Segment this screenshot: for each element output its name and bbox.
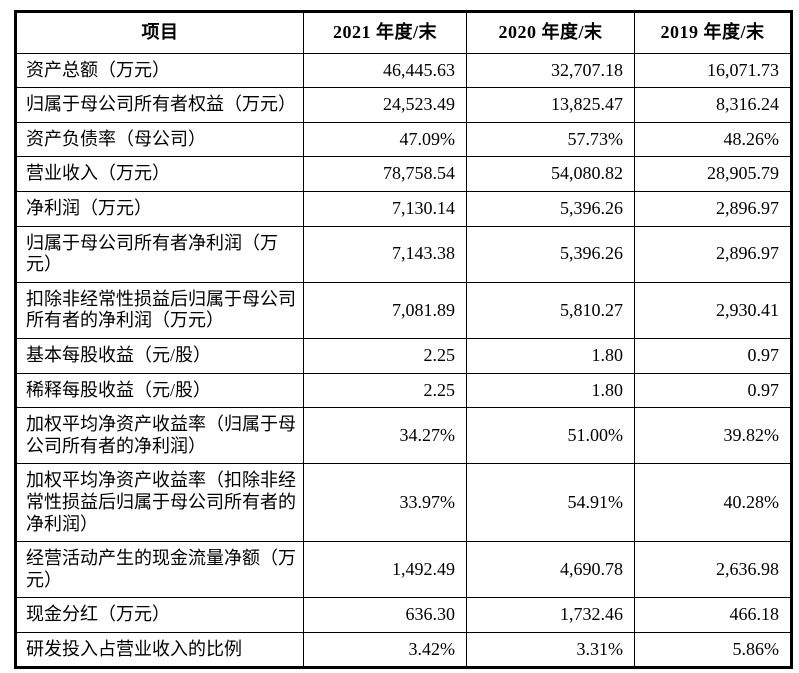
row-label: 基本每股收益（元/股） — [15, 337, 304, 374]
row-value-2021: 636.30 — [303, 597, 467, 633]
table-row: 经营活动产生的现金流量净额（万元） 1,492.49 4,690.78 2,63… — [15, 541, 792, 599]
row-value-2021: 33.97% — [303, 463, 467, 543]
row-label: 加权平均净资产收益率（归属于母公司所有者的净利润） — [15, 407, 304, 465]
table-row: 扣除非经常性损益后归属于母公司所有者的净利润（万元） 7,081.89 5,81… — [15, 281, 792, 339]
row-label: 归属于母公司所有者净利润（万元） — [15, 225, 304, 283]
table-row: 研发投入占营业收入的比例 3.42% 3.31% 5.86% — [15, 631, 792, 669]
row-label: 净利润（万元） — [15, 190, 304, 227]
row-value-2019: 0.97 — [634, 337, 792, 374]
row-value-2020: 51.00% — [466, 407, 635, 465]
row-value-2021: 47.09% — [303, 121, 467, 158]
header-item: 项目 — [15, 11, 304, 54]
table-row: 加权平均净资产收益率（归属于母公司所有者的净利润） 34.27% 51.00% … — [15, 407, 792, 465]
table-body: 资产总额（万元） 46,445.63 32,707.18 16,071.73 归… — [15, 52, 792, 669]
row-value-2021: 1,492.49 — [303, 541, 467, 599]
row-value-2019: 16,071.73 — [634, 52, 792, 89]
row-value-2019: 2,896.97 — [634, 190, 792, 227]
row-value-2019: 2,896.97 — [634, 225, 792, 283]
table-row: 现金分红（万元） 636.30 1,732.46 466.18 — [15, 597, 792, 633]
row-value-2019: 5.86% — [634, 631, 792, 669]
row-value-2020: 1.80 — [466, 372, 635, 409]
row-value-2020: 54,080.82 — [466, 156, 635, 192]
row-label: 归属于母公司所有者权益（万元） — [15, 87, 304, 123]
row-value-2020: 5,810.27 — [466, 281, 635, 339]
row-label: 资产总额（万元） — [15, 52, 304, 89]
row-value-2019: 48.26% — [634, 121, 792, 158]
table-row: 营业收入（万元） 78,758.54 54,080.82 28,905.79 — [15, 156, 792, 192]
table-row: 资产总额（万元） 46,445.63 32,707.18 16,071.73 — [15, 52, 792, 89]
row-value-2021: 46,445.63 — [303, 52, 467, 89]
row-value-2021: 7,143.38 — [303, 225, 467, 283]
row-value-2021: 7,130.14 — [303, 190, 467, 227]
row-value-2019: 2,930.41 — [634, 281, 792, 339]
row-value-2019: 40.28% — [634, 463, 792, 543]
row-value-2021: 78,758.54 — [303, 156, 467, 192]
row-value-2020: 5,396.26 — [466, 190, 635, 227]
row-value-2019: 0.97 — [634, 372, 792, 409]
row-label: 稀释每股收益（元/股） — [15, 372, 304, 409]
row-value-2021: 7,081.89 — [303, 281, 467, 339]
table-row: 稀释每股收益（元/股） 2.25 1.80 0.97 — [15, 372, 792, 409]
row-label: 扣除非经常性损益后归属于母公司所有者的净利润（万元） — [15, 281, 304, 339]
row-value-2020: 1.80 — [466, 337, 635, 374]
table-row: 资产负债率（母公司） 47.09% 57.73% 48.26% — [15, 121, 792, 158]
row-value-2020: 57.73% — [466, 121, 635, 158]
row-value-2021: 24,523.49 — [303, 87, 467, 123]
row-value-2019: 2,636.98 — [634, 541, 792, 599]
table-row: 归属于母公司所有者净利润（万元） 7,143.38 5,396.26 2,896… — [15, 225, 792, 283]
financial-summary-table: 项目 2021 年度/末 2020 年度/末 2019 年度/末 资产总额（万元… — [14, 10, 793, 670]
table-header-row: 项目 2021 年度/末 2020 年度/末 2019 年度/末 — [15, 11, 792, 54]
row-value-2020: 4,690.78 — [466, 541, 635, 599]
header-2019: 2019 年度/末 — [634, 11, 792, 54]
row-value-2019: 8,316.24 — [634, 87, 792, 123]
row-value-2021: 34.27% — [303, 407, 467, 465]
row-value-2020: 1,732.46 — [466, 597, 635, 633]
row-label: 现金分红（万元） — [15, 597, 304, 633]
row-value-2020: 32,707.18 — [466, 52, 635, 89]
row-label: 资产负债率（母公司） — [15, 121, 304, 158]
row-label: 经营活动产生的现金流量净额（万元） — [15, 541, 304, 599]
row-label: 营业收入（万元） — [15, 156, 304, 192]
row-label: 加权平均净资产收益率（扣除非经常性损益后归属于母公司所有者的净利润） — [15, 463, 304, 543]
header-2021: 2021 年度/末 — [303, 11, 467, 54]
header-2020: 2020 年度/末 — [466, 11, 635, 54]
table-row: 净利润（万元） 7,130.14 5,396.26 2,896.97 — [15, 190, 792, 227]
row-value-2021: 2.25 — [303, 337, 467, 374]
row-value-2020: 3.31% — [466, 631, 635, 669]
row-value-2020: 13,825.47 — [466, 87, 635, 123]
row-value-2019: 466.18 — [634, 597, 792, 633]
row-value-2019: 39.82% — [634, 407, 792, 465]
row-label: 研发投入占营业收入的比例 — [15, 631, 304, 669]
table-row: 基本每股收益（元/股） 2.25 1.80 0.97 — [15, 337, 792, 374]
row-value-2019: 28,905.79 — [634, 156, 792, 192]
table-row: 加权平均净资产收益率（扣除非经常性损益后归属于母公司所有者的净利润） 33.97… — [15, 463, 792, 543]
row-value-2021: 3.42% — [303, 631, 467, 669]
table-row: 归属于母公司所有者权益（万元） 24,523.49 13,825.47 8,31… — [15, 87, 792, 123]
row-value-2020: 54.91% — [466, 463, 635, 543]
row-value-2021: 2.25 — [303, 372, 467, 409]
row-value-2020: 5,396.26 — [466, 225, 635, 283]
table-row: 项目 2021 年度/末 2020 年度/末 2019 年度/末 — [15, 11, 792, 54]
